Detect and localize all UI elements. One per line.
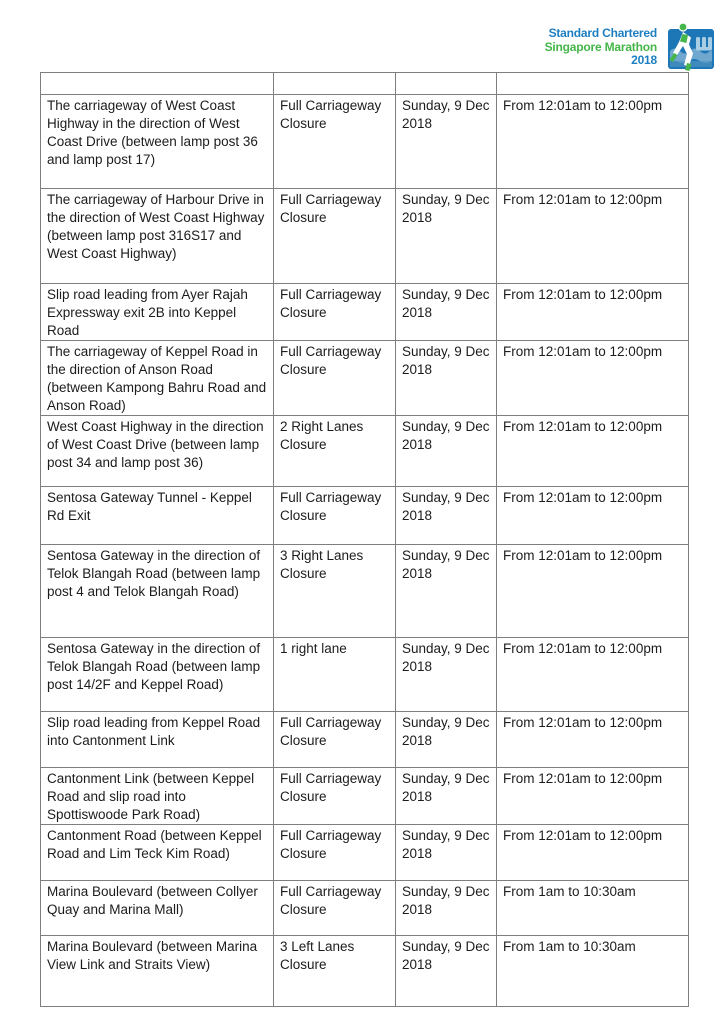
time-cell: From 12:01am to 12:00pm — [496, 283, 689, 341]
table-row: Marina Boulevard (between Collyer Quay a… — [40, 880, 689, 936]
date-cell: Sunday, 9 Dec 2018 — [395, 637, 497, 712]
logo-year: 2018 — [631, 53, 657, 67]
date-cell: Sunday, 9 Dec 2018 — [395, 935, 497, 1007]
header-cell-closure — [273, 72, 396, 95]
date-cell: Sunday, 9 Dec 2018 — [395, 880, 497, 936]
time-cell: From 12:01am to 12:00pm — [496, 94, 689, 189]
road-cell: Marina Boulevard (between Collyer Quay a… — [40, 880, 274, 936]
logo-brand-name: Standard Chartered — [548, 26, 658, 40]
time-cell: From 12:01am to 12:00pm — [496, 188, 689, 284]
road-cell: Sentosa Gateway in the direction of Telo… — [40, 637, 274, 712]
date-cell: Sunday, 9 Dec 2018 — [395, 824, 497, 881]
closure-type-cell: 3 Right Lanes Closure — [273, 544, 396, 638]
road-cell: Slip road leading from Keppel Road into … — [40, 711, 274, 768]
road-cell: Cantonment Road (between Keppel Road and… — [40, 824, 274, 881]
closure-type-cell: Full Carriageway Closure — [273, 824, 396, 881]
table-row: The carriageway of West Coast Highway in… — [40, 94, 689, 189]
marathon-runner-icon — [668, 22, 714, 71]
road-cell: Slip road leading from Ayer Rajah Expres… — [40, 283, 274, 341]
road-cell: West Coast Highway in the direction of W… — [40, 415, 274, 487]
time-cell: From 12:01am to 12:00pm — [496, 711, 689, 768]
table-row: Slip road leading from Ayer Rajah Expres… — [40, 283, 689, 341]
closure-type-cell: Full Carriageway Closure — [273, 94, 396, 189]
table-row: Sentosa Gateway Tunnel - Keppel Rd Exit … — [40, 486, 689, 545]
closure-type-cell: 3 Left Lanes Closure — [273, 935, 396, 1007]
closure-type-cell: 2 Right Lanes Closure — [273, 415, 396, 487]
header-cell-road — [40, 72, 274, 95]
time-cell: From 12:01am to 12:00pm — [496, 415, 689, 487]
table-row: Cantonment Road (between Keppel Road and… — [40, 824, 689, 881]
closure-type-cell: Full Carriageway Closure — [273, 340, 396, 416]
table-row: Sentosa Gateway in the direction of Telo… — [40, 637, 689, 712]
table-body: The carriageway of West Coast Highway in… — [40, 94, 689, 1007]
closure-type-cell: Full Carriageway Closure — [273, 880, 396, 936]
road-closure-table: The carriageway of West Coast Highway in… — [40, 72, 689, 1007]
road-cell: The carriageway of Keppel Road in the di… — [40, 340, 274, 416]
table-header-row — [40, 72, 689, 95]
road-cell: Sentosa Gateway in the direction of Telo… — [40, 544, 274, 638]
header-cell-time — [496, 72, 689, 95]
time-cell: From 1am to 10:30am — [496, 880, 689, 936]
time-cell: From 1am to 10:30am — [496, 935, 689, 1007]
closure-type-cell: Full Carriageway Closure — [273, 486, 396, 545]
date-cell: Sunday, 9 Dec 2018 — [395, 415, 497, 487]
table-row: Marina Boulevard (between Marina View Li… — [40, 935, 689, 1007]
closure-type-cell: Full Carriageway Closure — [273, 767, 396, 825]
date-cell: Sunday, 9 Dec 2018 — [395, 283, 497, 341]
table-row: The carriageway of Keppel Road in the di… — [40, 340, 689, 416]
logo-event-name: Singapore Marathon — [544, 39, 658, 54]
event-logo-text: Standard Chartered Singapore Marathon 20… — [544, 22, 658, 68]
date-cell: Sunday, 9 Dec 2018 — [395, 767, 497, 825]
table-row: The carriageway of Harbour Drive in the … — [40, 188, 689, 284]
closure-type-cell: 1 right lane — [273, 637, 396, 712]
time-cell: From 12:01am to 12:00pm — [496, 824, 689, 881]
event-logo: Standard Chartered Singapore Marathon 20… — [545, 22, 717, 78]
road-cell: Cantonment Link (between Keppel Road and… — [40, 767, 274, 825]
table-row: West Coast Highway in the direction of W… — [40, 415, 689, 487]
road-cell: The carriageway of Harbour Drive in the … — [40, 188, 274, 284]
road-cell: Sentosa Gateway Tunnel - Keppel Rd Exit — [40, 486, 274, 545]
table-row: Slip road leading from Keppel Road into … — [40, 711, 689, 768]
closure-type-cell: Full Carriageway Closure — [273, 711, 396, 768]
closure-type-cell: Full Carriageway Closure — [273, 188, 396, 284]
date-cell: Sunday, 9 Dec 2018 — [395, 711, 497, 768]
table-row: Cantonment Link (between Keppel Road and… — [40, 767, 689, 825]
time-cell: From 12:01am to 12:00pm — [496, 637, 689, 712]
time-cell: From 12:01am to 12:00pm — [496, 340, 689, 416]
date-cell: Sunday, 9 Dec 2018 — [395, 94, 497, 189]
time-cell: From 12:01am to 12:00pm — [496, 544, 689, 638]
date-cell: Sunday, 9 Dec 2018 — [395, 340, 497, 416]
date-cell: Sunday, 9 Dec 2018 — [395, 544, 497, 638]
table-row: Sentosa Gateway in the direction of Telo… — [40, 544, 689, 638]
closure-type-cell: Full Carriageway Closure — [273, 283, 396, 341]
road-cell: The carriageway of West Coast Highway in… — [40, 94, 274, 189]
header-cell-date — [395, 72, 497, 95]
date-cell: Sunday, 9 Dec 2018 — [395, 486, 497, 545]
date-cell: Sunday, 9 Dec 2018 — [395, 188, 497, 284]
time-cell: From 12:01am to 12:00pm — [496, 767, 689, 825]
time-cell: From 12:01am to 12:00pm — [496, 486, 689, 545]
road-cell: Marina Boulevard (between Marina View Li… — [40, 935, 274, 1007]
